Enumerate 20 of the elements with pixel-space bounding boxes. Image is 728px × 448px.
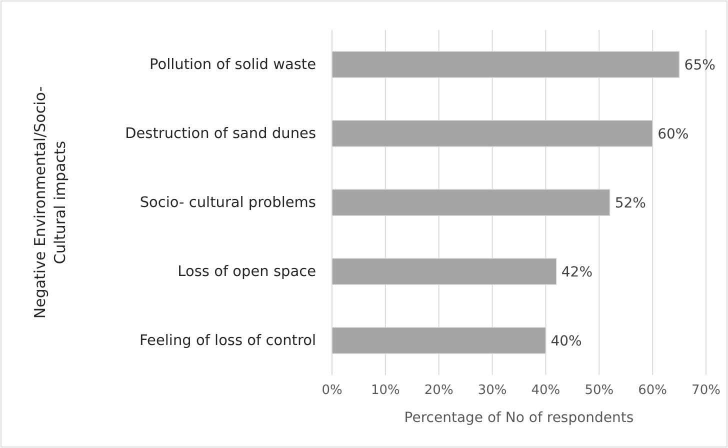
y-tick-label: Pollution of solid waste — [149, 57, 316, 74]
x-tick-label: 50% — [584, 383, 614, 398]
data-label: 42% — [561, 264, 593, 280]
x-tick-label: 30% — [478, 383, 507, 398]
x-tick-label: 10% — [370, 383, 400, 398]
y-tick-label: Feeling of loss of control — [140, 333, 316, 350]
x-tick-label: 70% — [692, 383, 720, 398]
x-tick-label: 60% — [638, 383, 668, 398]
x-tick-label: 0% — [322, 383, 342, 398]
y-tick-label: Loss of open space — [178, 264, 316, 280]
data-label: 52% — [614, 195, 646, 212]
x-tick-label: 40% — [531, 383, 560, 398]
y-tick-label: Destruction of sand dunes — [125, 126, 316, 142]
x-tick-label: 20% — [424, 383, 454, 398]
data-label: 60% — [658, 126, 689, 142]
y-tick-label: Socio- cultural problems — [140, 195, 316, 212]
x-axis-title: Percentage of No of respondents — [404, 410, 634, 426]
y-axis-title: Negative Environmental/Socio- Cultural impacts — [31, 86, 69, 319]
data-label: 40% — [550, 333, 582, 350]
data-label: 65% — [684, 57, 716, 74]
